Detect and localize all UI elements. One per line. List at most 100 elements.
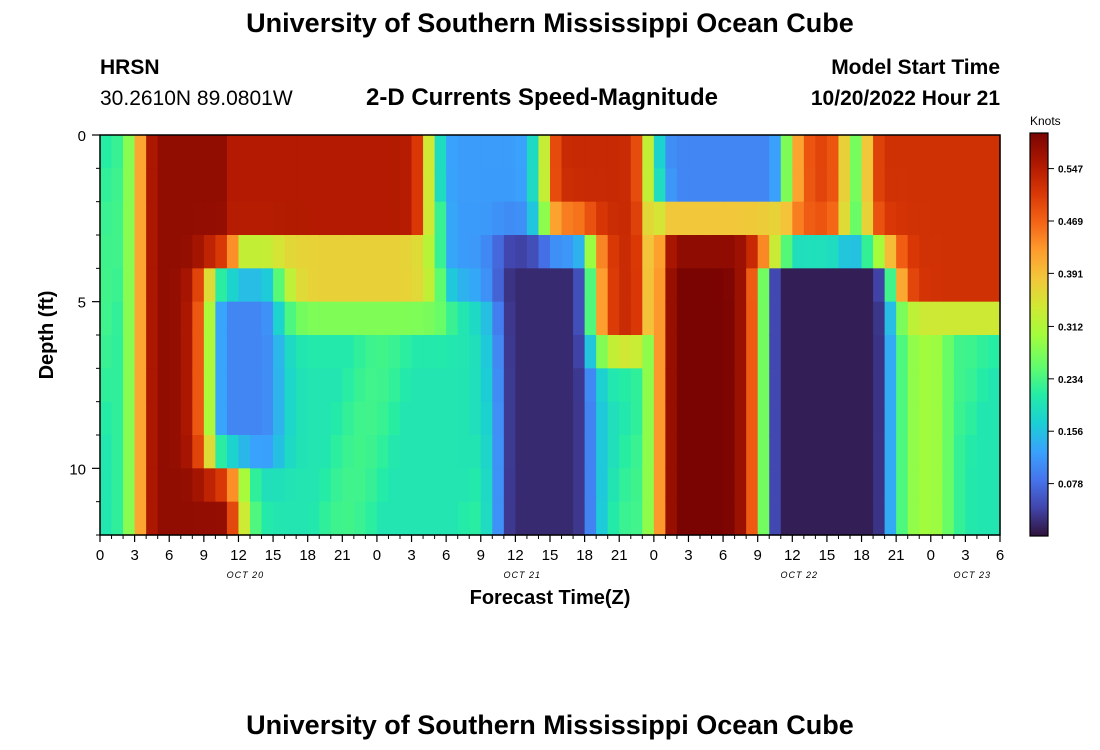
- heatmap-cell: [503, 368, 516, 403]
- heatmap-cell: [838, 235, 851, 269]
- date-label: OCT 22: [780, 570, 818, 580]
- heatmap-cell: [469, 135, 482, 169]
- heatmap-cell: [203, 168, 216, 203]
- heatmap-cell: [330, 168, 343, 203]
- heatmap-cell: [526, 368, 540, 403]
- heatmap-cell: [573, 435, 586, 469]
- heatmap-cell: [319, 368, 332, 403]
- heatmap-cell: [342, 468, 355, 503]
- heatmap-cell: [676, 168, 690, 203]
- heatmap-cell: [630, 335, 643, 369]
- heatmap-cell: [411, 468, 424, 503]
- x-tick-label: 3: [130, 547, 138, 564]
- heatmap-cell: [100, 301, 113, 336]
- heatmap-cell: [930, 435, 943, 469]
- heatmap-cell: [676, 435, 690, 469]
- heatmap-cell: [734, 235, 747, 269]
- heatmap-cell: [953, 301, 966, 336]
- heatmap-cell: [561, 335, 574, 369]
- heatmap-cell: [457, 301, 470, 336]
- heatmap-cell: [953, 501, 966, 536]
- heatmap-cell: [296, 268, 309, 303]
- heatmap-cell: [330, 301, 343, 336]
- heatmap-cell: [723, 468, 736, 503]
- y-tick-label: 5: [78, 295, 86, 312]
- heatmap-cell: [700, 468, 713, 503]
- heatmap-cell: [203, 335, 216, 369]
- heatmap-cell: [976, 468, 990, 503]
- heatmap-cell: [284, 268, 297, 303]
- heatmap-cell: [642, 368, 655, 403]
- heatmap-cell: [942, 201, 955, 236]
- heatmap-cell: [896, 201, 909, 236]
- heatmap-cell: [988, 168, 1001, 203]
- heatmap-cell: [515, 501, 528, 536]
- heatmap-cell: [146, 501, 159, 536]
- heatmap-cell: [573, 268, 586, 303]
- heatmap-cell: [653, 401, 666, 436]
- heatmap-cell: [261, 268, 274, 303]
- heatmap-cell: [203, 468, 216, 503]
- heatmap-cell: [573, 335, 586, 369]
- heatmap-cell: [550, 401, 563, 436]
- heatmap-cell: [942, 335, 955, 369]
- heatmap-cell: [965, 135, 978, 169]
- x-tick-label: 6: [996, 547, 1004, 564]
- heatmap-cell: [676, 268, 690, 303]
- heatmap-cell: [792, 135, 805, 169]
- heatmap-cell: [676, 301, 690, 336]
- heatmap-cell: [250, 135, 263, 169]
- heatmap-cell: [215, 135, 228, 169]
- heatmap-cell: [169, 301, 182, 336]
- heatmap-cell: [838, 335, 851, 369]
- heatmap-cell: [503, 335, 516, 369]
- date-label: OCT 21: [504, 570, 542, 580]
- heatmap-cell: [192, 201, 205, 236]
- heatmap-cell: [942, 135, 955, 169]
- heatmap-cell: [953, 368, 966, 403]
- heatmap-cell: [792, 335, 805, 369]
- heatmap-cell: [965, 168, 978, 203]
- heatmap-cell: [815, 268, 828, 303]
- heatmap-cell: [826, 201, 840, 236]
- heatmap-cell: [976, 135, 990, 169]
- heatmap-cell: [792, 368, 805, 403]
- heatmap-cell: [711, 401, 724, 436]
- heatmap-cell: [596, 335, 609, 369]
- heatmap-cell: [896, 235, 909, 269]
- heatmap-cell: [492, 235, 505, 269]
- heatmap-cell: [261, 335, 274, 369]
- heatmap-cell: [803, 201, 816, 236]
- heatmap-cell: [261, 368, 274, 403]
- heatmap-cell: [411, 501, 424, 536]
- heatmap-cell: [157, 468, 170, 503]
- heatmap-cell: [896, 335, 909, 369]
- heatmap-cell: [919, 435, 932, 469]
- heatmap-cell: [780, 235, 793, 269]
- heatmap-cell: [734, 135, 747, 169]
- heatmap-cell: [503, 501, 516, 536]
- heatmap-cell: [353, 235, 366, 269]
- x-tick-label: 0: [650, 547, 658, 564]
- heatmap-cell: [907, 335, 920, 369]
- heatmap-cell: [480, 135, 493, 169]
- heatmap-cell: [665, 401, 678, 436]
- heatmap-cell: [180, 301, 193, 336]
- heatmap-cell: [815, 335, 828, 369]
- heatmap-cell: [434, 168, 447, 203]
- heatmap-cell: [815, 435, 828, 469]
- heatmap-cell: [838, 368, 851, 403]
- heatmap-cell: [296, 435, 309, 469]
- heatmap-cell: [192, 301, 205, 336]
- heatmap-cell: [838, 468, 851, 503]
- heatmap-cell: [907, 168, 920, 203]
- heatmap-cell: [157, 235, 170, 269]
- heatmap-cell: [296, 368, 309, 403]
- heatmap-cell: [388, 401, 401, 436]
- heatmap-cell: [203, 235, 216, 269]
- heatmap-cell: [226, 401, 240, 436]
- heatmap-cell: [503, 135, 516, 169]
- heatmap-cell: [573, 135, 586, 169]
- heatmap-cell: [169, 335, 182, 369]
- heatmap-cell: [480, 368, 493, 403]
